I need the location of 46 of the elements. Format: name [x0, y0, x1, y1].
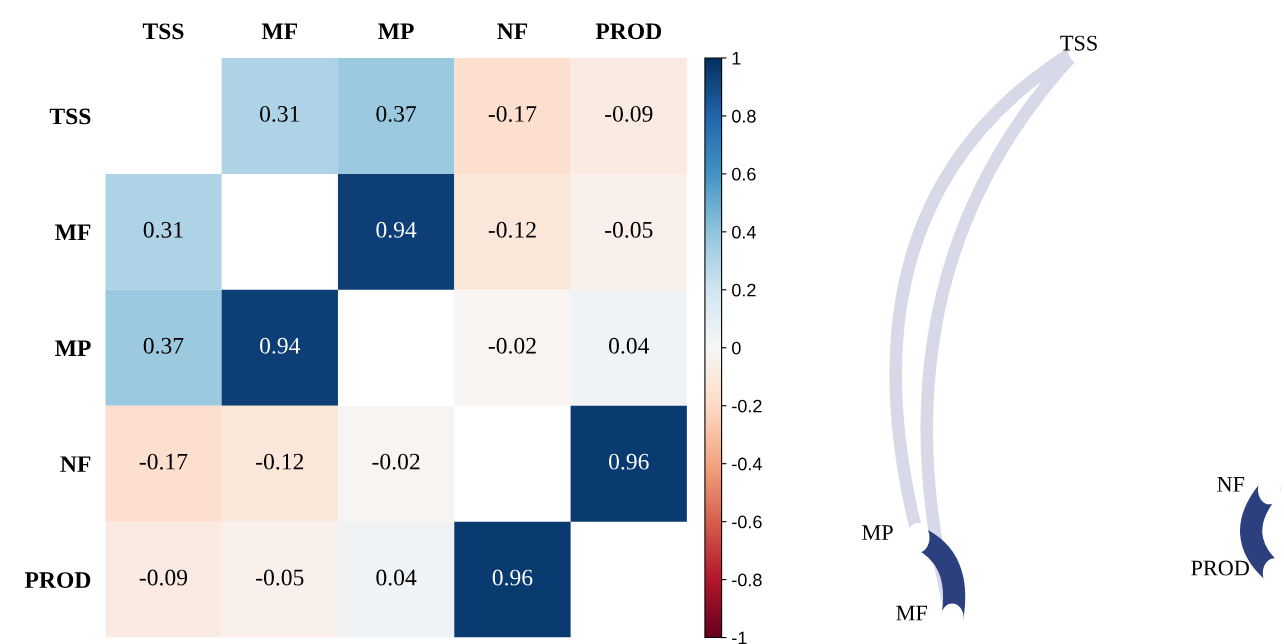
y-tick-label: PROD	[24, 572, 91, 589]
data-label: 0.94	[260, 337, 301, 354]
data-label: 0.31	[260, 105, 300, 122]
category-label: MF	[896, 605, 928, 621]
x-tick-label: NF	[497, 23, 528, 40]
color-bar-label: 0.2	[732, 283, 756, 297]
data-label: -0.05	[605, 221, 653, 238]
data-label: 0.96	[492, 569, 533, 586]
data-label: 0.04	[609, 337, 650, 354]
x-tick-label: MF	[261, 23, 298, 40]
data-label: -0.12	[488, 221, 536, 238]
category-label: TSS	[1060, 35, 1097, 51]
category-label: PROD	[1191, 560, 1249, 576]
data-label: -0.02	[372, 453, 420, 470]
color-bar-label: 1	[732, 52, 741, 65]
data-label: 0.31	[143, 221, 183, 238]
color-bar-label: -1	[732, 631, 747, 644]
color-bar-label: 0.6	[732, 167, 756, 181]
color-bar-label: -0.8	[732, 573, 762, 587]
x-tick-label: PROD	[595, 23, 662, 40]
color-bar-label: -0.2	[732, 399, 762, 413]
data-label: 0.96	[609, 453, 649, 470]
y-tick-label: NF	[60, 456, 91, 472]
x-tick-label: MP	[378, 23, 414, 40]
data-label: -0.12	[256, 453, 304, 470]
data-label: -0.17	[488, 105, 537, 122]
y-tick-label: MF	[55, 224, 91, 241]
data-label: -0.09	[139, 569, 188, 586]
data-label: -0.09	[605, 105, 653, 122]
data-label: 0.94	[376, 221, 417, 238]
color-bar-label: 0	[732, 341, 741, 355]
data-label: 0.04	[376, 569, 417, 586]
y-tick-label: MP	[55, 340, 91, 356]
color-bar-label: 0.4	[732, 225, 756, 239]
y-tick-label: TSS	[49, 108, 91, 125]
data-label: 0.37	[143, 337, 184, 354]
color-bar-label: -0.6	[732, 515, 762, 529]
category-label: NF	[1217, 477, 1245, 492]
category-label: MP	[862, 525, 893, 540]
color-bar-label: 0.8	[732, 109, 756, 123]
data-label: -0.17	[139, 453, 188, 470]
color-bar-label: -0.4	[732, 457, 762, 471]
data-label: 0.37	[376, 105, 417, 122]
x-tick-label: TSS	[142, 23, 184, 40]
data-label: -0.02	[488, 337, 536, 354]
data-label: -0.05	[256, 569, 304, 586]
